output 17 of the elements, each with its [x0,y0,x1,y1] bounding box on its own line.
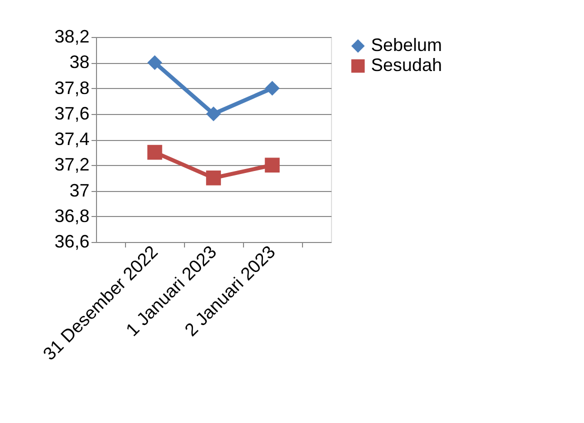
y-tick-label: 36,6 [54,232,90,252]
y-tick-label: 37,2 [54,154,90,175]
point [264,158,280,173]
legend-label: Sebelum [371,35,442,55]
y-tick-label: 38 [69,52,90,72]
y-tick-label: 37,8 [54,78,90,98]
point [147,55,162,70]
y-tick-label: 37,4 [54,129,90,149]
point [264,80,280,96]
point [206,106,221,122]
y-tick-label: 37 [69,180,90,200]
point [206,170,221,186]
y-tick-label: 36,8 [54,206,90,226]
point [147,144,162,160]
y-tick-label: 38,2 [54,26,90,46]
legend-label: Sesudah [371,55,442,75]
y-tick-label: 37,6 [54,103,90,124]
